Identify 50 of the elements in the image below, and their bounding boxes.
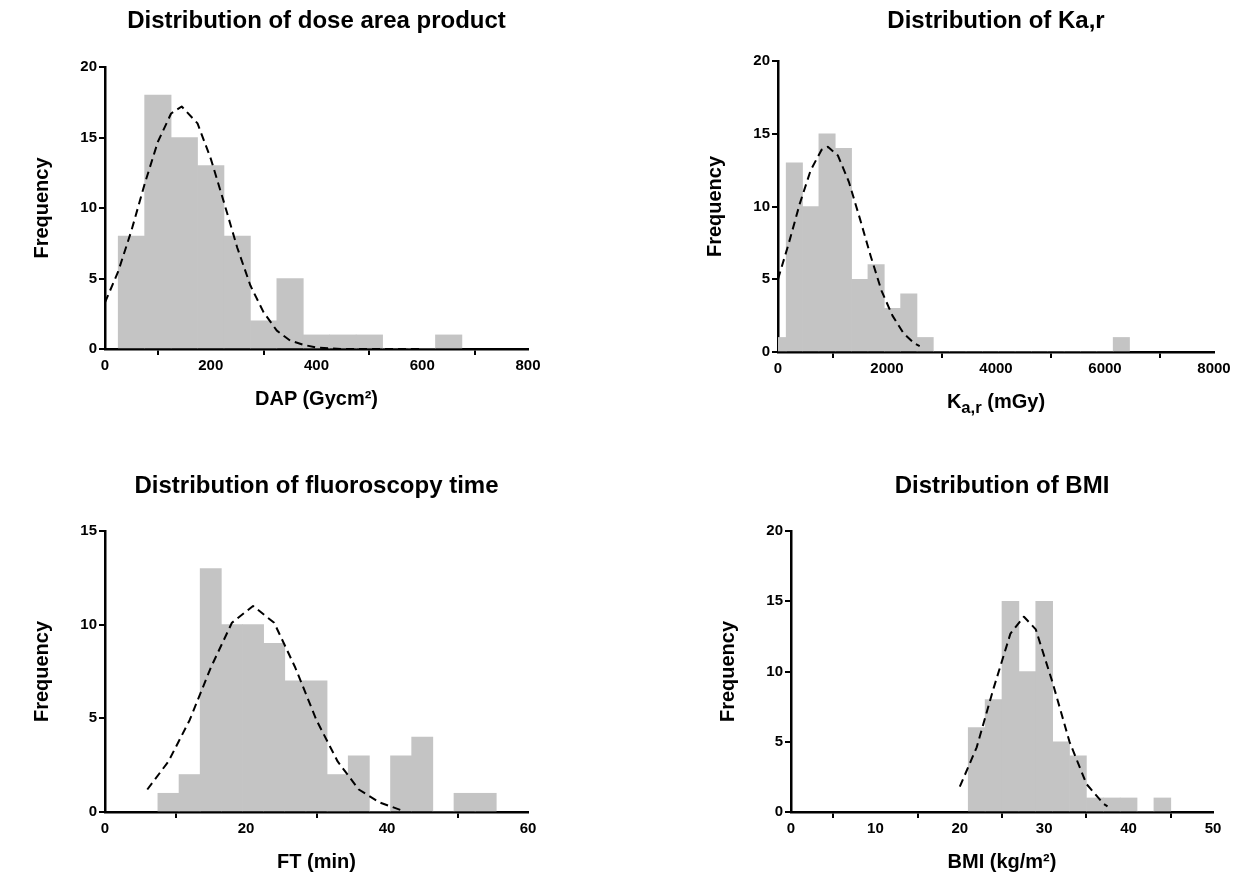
y-tick-label: 5 [88, 268, 97, 286]
x-tick-label: 20 [237, 819, 255, 837]
x-axis-title: FT (min) [276, 850, 357, 873]
chart-title: Distribution of fluoroscopy time [133, 471, 500, 499]
y-tick-label: 0 [88, 339, 97, 357]
y-tick-label: 5 [774, 731, 783, 749]
y-tick-label: 15 [753, 123, 770, 141]
y-tick-label: 5 [761, 269, 770, 287]
y-tick-label: 0 [761, 342, 770, 360]
x-tick-label: 20 [951, 819, 969, 837]
y-axis-title: Frequency [29, 156, 52, 259]
y-axis-title: Frequency [29, 620, 52, 723]
x-tick-label: 40 [378, 819, 396, 837]
x-tick-label: 0 [100, 819, 110, 837]
y-tick-label: 10 [80, 614, 97, 632]
x-tick-label: 0 [786, 819, 796, 837]
x-tick-label: 4000 [979, 359, 1013, 377]
x-tick-label: 10 [867, 819, 884, 837]
y-tick-label: 0 [88, 802, 97, 820]
x-tick-label: 60 [519, 819, 537, 837]
y-tick-label: 20 [766, 521, 783, 539]
x-tick-label: 0 [100, 356, 110, 374]
x-tick-label: 50 [1204, 819, 1222, 837]
y-tick-label: 10 [766, 661, 783, 679]
y-tick-label: 10 [80, 198, 97, 216]
y-tick-label: 0 [774, 802, 783, 820]
y-tick-label: 15 [766, 591, 783, 609]
x-axis-title: DAP (Gycm²) [254, 387, 379, 410]
x-tick-label: 8000 [1197, 359, 1231, 377]
x-tick-label: 400 [303, 356, 330, 374]
chart-title: Distribution of BMI [893, 471, 1111, 499]
y-tick-label: 5 [88, 708, 97, 726]
x-tick-label: 800 [515, 356, 541, 374]
x-tick-label: 30 [1035, 819, 1053, 837]
x-axis-title: K$_{a,r}$ (mGy) [945, 390, 1047, 418]
x-tick-label: 2000 [870, 359, 904, 377]
y-tick-label: 10 [753, 196, 770, 214]
x-tick-label: 6000 [1088, 359, 1122, 377]
chart-title: Distribution of Ka,r [886, 6, 1106, 34]
y-tick-label: 20 [753, 51, 770, 69]
y-axis-title: Frequency [702, 155, 725, 258]
x-tick-label: 200 [198, 356, 224, 374]
x-tick-label: 600 [409, 356, 435, 374]
x-axis-title: BMI (kg/m²) [946, 850, 1058, 873]
chart-title: Distribution of dose area product [126, 6, 507, 34]
x-tick-label: 40 [1120, 819, 1137, 837]
y-axis-title: Frequency [715, 620, 738, 723]
y-tick-label: 20 [80, 57, 97, 75]
y-tick-label: 15 [80, 521, 97, 539]
y-tick-label: 15 [80, 127, 97, 145]
